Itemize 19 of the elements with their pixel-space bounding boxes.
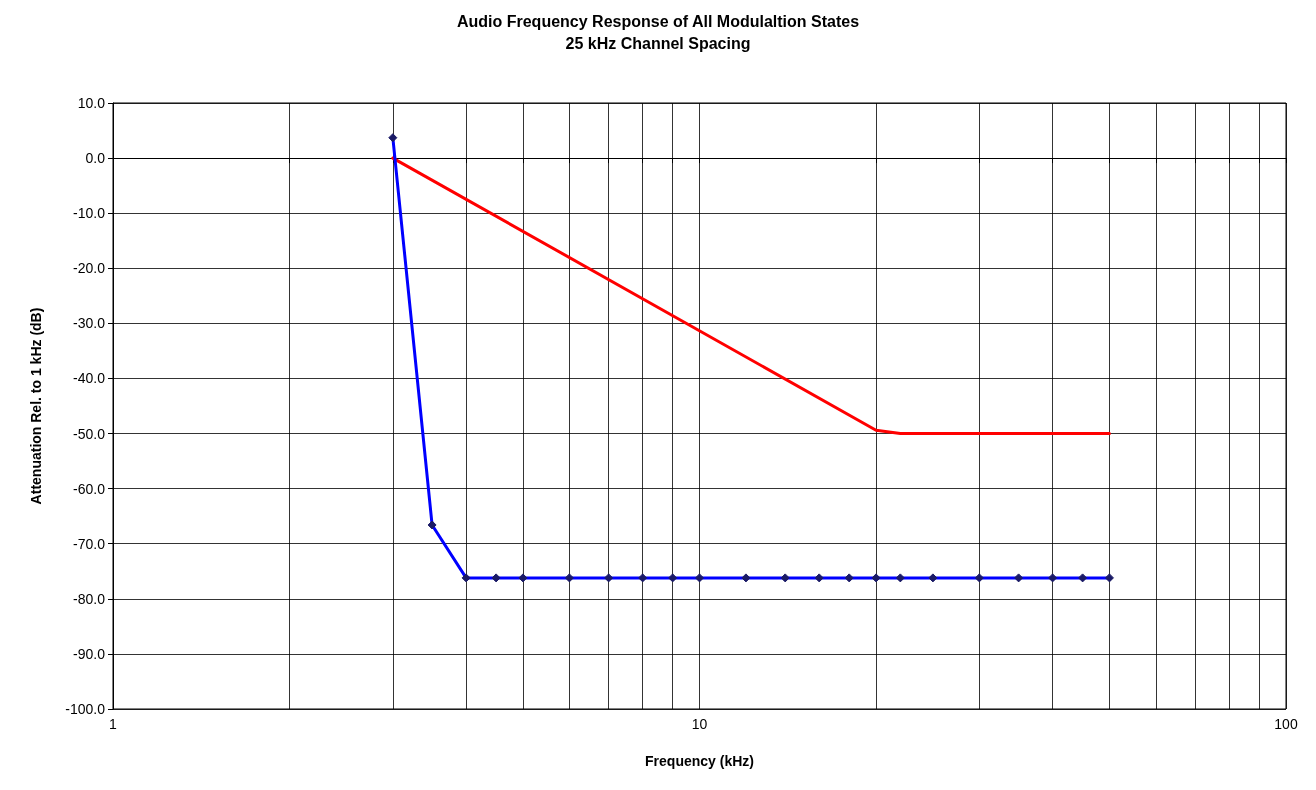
- y-tick-label: 10.0: [77, 95, 106, 111]
- y-tick-label: -100.0: [65, 701, 106, 717]
- x-tick-label: 10: [691, 716, 708, 732]
- y-axis-title: Attenuation Rel. to 1 kHz (dB): [28, 307, 44, 505]
- y-tick-label: -90.0: [73, 645, 106, 662]
- chart-subtitle: 25 kHz Channel Spacing: [565, 34, 751, 52]
- y-tick-label: 0.0: [85, 150, 106, 167]
- y-tick-label: -60.0: [73, 480, 106, 497]
- y-tick-label: -10.0: [73, 205, 106, 222]
- chart-title: Audio Frequency Response of All Modulaltion States: [456, 12, 860, 30]
- y-tick-label: -20.0: [73, 260, 106, 277]
- y-tick-label: -50.0: [73, 425, 106, 442]
- x-axis-title: Frequency (kHz): [645, 753, 754, 769]
- x-tick-label: 100: [1274, 716, 1298, 732]
- y-tick-label: -80.0: [73, 590, 106, 607]
- y-tick-label: -40.0: [73, 370, 106, 387]
- x-tick-label: 1: [109, 716, 118, 732]
- y-tick-label: -70.0: [73, 535, 106, 552]
- y-tick-label: -30.0: [73, 315, 106, 332]
